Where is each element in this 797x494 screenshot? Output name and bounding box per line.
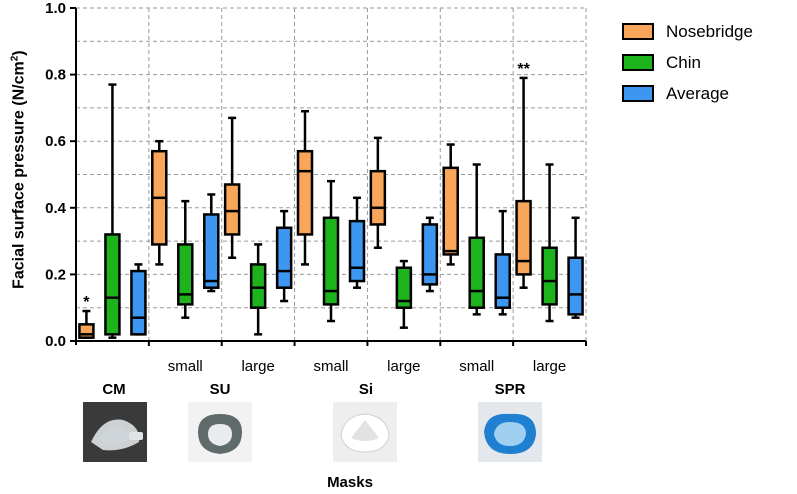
group-label: large [241,358,274,375]
y-tick-label: 0.6 [45,133,66,150]
mask-label-su: SU [209,381,231,398]
legend-item-nosebridge: Nosebridge [622,16,753,47]
group-label: large [387,358,420,375]
box-nosebridge [223,183,241,236]
box-average [348,219,366,283]
box-chin [322,216,340,306]
box-nosebridge [296,149,314,236]
box-chin [177,243,194,306]
y-tick-label: 0.4 [45,200,67,217]
box-chin [541,246,558,306]
legend-label: Average [666,83,730,103]
box-nosebridge [369,169,387,226]
y-tick-label: 0.0 [45,333,66,350]
group-label: small [313,358,348,375]
box-average [203,213,220,289]
box-nosebridge [442,166,459,256]
group-label: small [168,358,203,375]
legend-label: Nosebridge [666,21,753,41]
box-chin [395,266,413,309]
box-average [130,269,147,336]
legend-item-chin: Chin [622,47,753,78]
box-average [567,256,584,316]
legend-swatch-average [622,85,654,102]
box-chin [249,263,267,309]
mask-label-spr: SPR [494,381,526,398]
cm-mask-photo [83,402,147,462]
si-mask-photo [333,402,397,462]
box-chin [468,236,485,309]
y-tick-label: 0.8 [45,67,66,84]
legend: Nosebridge Chin Average [622,16,753,109]
significance-marker: * [83,294,90,311]
x-axis-title: Masks [327,474,373,491]
legend-swatch-nosebridge [622,23,654,40]
legend-label: Chin [666,52,701,72]
box-chin [104,233,121,336]
y-tick-label: 0.2 [45,266,66,283]
mask-label-cm: CM [102,381,126,398]
y-axis-title: Facial surface pressure (N/cm2) [9,50,28,289]
box-average [275,226,293,289]
legend-swatch-chin [622,54,654,71]
group-label: large [533,358,566,375]
mask-label-si: Si [358,381,374,398]
y-tick-label: 1.0 [45,0,66,17]
su-mask-photo [188,402,252,462]
box-nosebridge [78,323,95,339]
spr-mask-photo [478,402,542,462]
box-nosebridge [515,199,532,276]
significance-marker: ** [517,61,530,78]
group-label: small [459,358,494,375]
legend-item-average: Average [622,78,753,109]
box-average [421,223,439,286]
box-average [494,253,511,309]
